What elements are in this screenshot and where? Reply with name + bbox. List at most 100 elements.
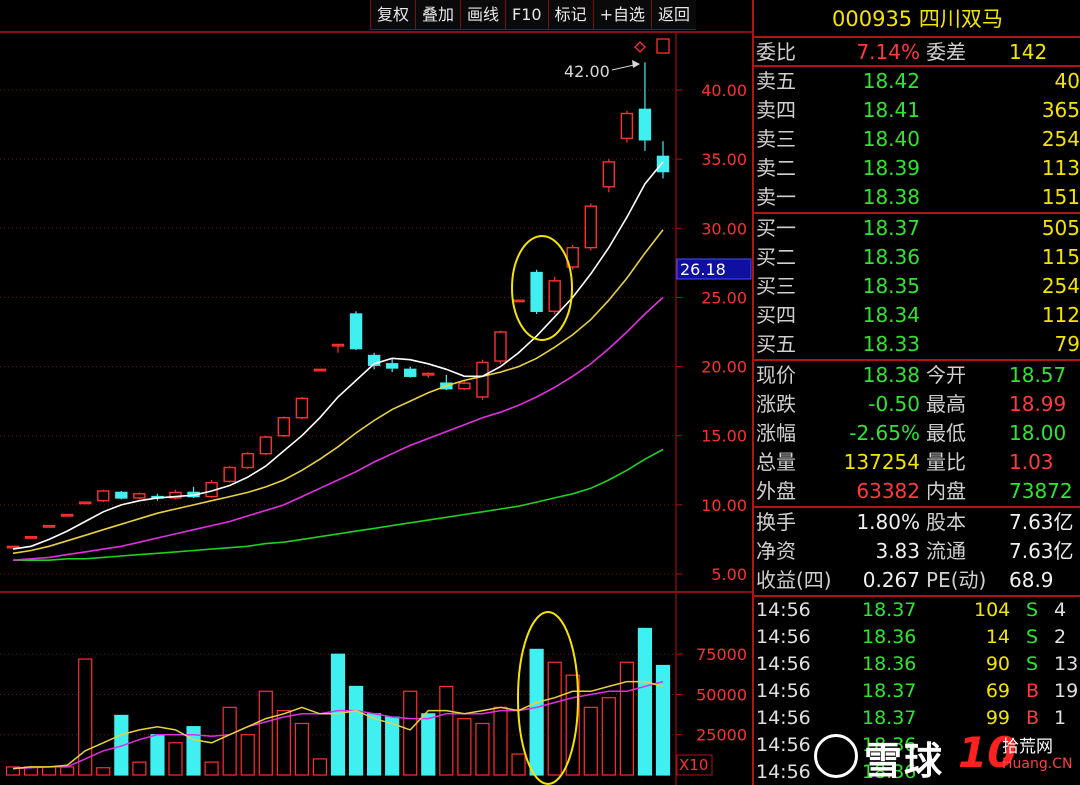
bid-label: 买一 [756, 216, 796, 240]
ask-volume: 113 [1041, 156, 1080, 180]
volume-bar [493, 706, 508, 776]
diamond-marker-icon [634, 41, 646, 53]
ask-price[interactable]: 18.40 [862, 127, 920, 151]
vol-multiplier-box [676, 754, 713, 776]
bid-label: 买三 [756, 274, 796, 298]
ask-price[interactable]: 18.42 [862, 69, 920, 93]
ma10-line [12, 229, 664, 555]
tick-time: 14:56 [756, 707, 811, 729]
bid-price[interactable]: 18.37 [862, 216, 920, 240]
stock-title: 000935 四川双马 [754, 0, 1080, 38]
watermark-text: 雪球 [864, 739, 945, 783]
bid-label: 买五 [756, 332, 796, 356]
max-price-arrow-head [632, 60, 640, 68]
overlay-button[interactable]: 叠加 [415, 0, 461, 30]
stat-row: 现价 18.38 今开 18.57 [754, 361, 1080, 390]
ask-price[interactable]: 18.41 [862, 98, 920, 122]
volume-bar [258, 690, 273, 776]
add-watchlist-button[interactable]: +自选 [592, 0, 652, 30]
stat-label: 涨幅 [756, 421, 796, 445]
stat-row: 涨幅 -2.65% 最低 18.00 [754, 419, 1080, 448]
candle-body [42, 524, 56, 528]
candle-body [548, 280, 561, 312]
watermark-domain: Huang.CN [1002, 756, 1073, 772]
ask-row: 卖三 18.40 254 [754, 125, 1080, 154]
bid-row: 买二 18.36 115 [754, 243, 1080, 272]
candle-body [638, 108, 652, 141]
weicha-value: 142 [1009, 40, 1048, 64]
vol-tick-label: 50000 [696, 685, 747, 704]
volume-bar [439, 685, 454, 776]
tick-side: B [1026, 680, 1040, 702]
volume-bar [240, 734, 255, 776]
volume-bar [96, 767, 111, 776]
bid-price[interactable]: 18.36 [862, 245, 920, 269]
y-tick-label: 35.00 [701, 150, 747, 169]
y-tick-label: 30.00 [701, 219, 747, 238]
chart-area[interactable]: 40.00 35.00 30.00 25.00 20.00 15.00 10.00 5.00 2… [0, 0, 752, 785]
volume-bar [601, 697, 616, 776]
stat-row: 净资 3.83 流通 7.63亿 [754, 537, 1080, 566]
ask-label: 卖五 [756, 69, 796, 93]
stats-block-2: 换手 1.80% 股本 7.63亿 净资 3.83 流通 7.63亿 收益(四) 0… [754, 508, 1080, 597]
stat-value: 3.83 [875, 539, 920, 563]
ask-price[interactable]: 18.38 [862, 185, 920, 209]
ask-price[interactable]: 18.39 [862, 156, 920, 180]
tick-price: 18.36 [862, 734, 917, 756]
stat-value: 18.00 [1009, 421, 1067, 445]
bid-label: 买二 [756, 245, 796, 269]
stat-row: 涨跌 -0.50 最高 18.99 [754, 390, 1080, 419]
candle-body [331, 343, 345, 347]
volume-bar [547, 661, 562, 776]
volume-bar [565, 674, 580, 776]
weibi-label: 委比 [756, 40, 796, 64]
candle-body [349, 313, 363, 350]
ma5-line [12, 161, 664, 550]
y-tick-label: 10.00 [701, 496, 747, 515]
candle-body [602, 161, 616, 188]
bid-price[interactable]: 18.33 [862, 332, 920, 356]
tick-row: 14:56 18.36 [754, 732, 1080, 759]
stat-label: 涨跌 [756, 392, 796, 416]
tick-list[interactable]: 14:56 18.37 104 S 4 14:56 18.36 14 S 2 14:… [754, 597, 1080, 785]
tick-volume: 14 [985, 626, 1010, 648]
stat-value: 0.267 [862, 568, 920, 592]
back-button[interactable]: 返回 [651, 0, 697, 30]
weicha-label: 委差 [926, 40, 966, 64]
volume-bar [294, 722, 309, 776]
f10-button[interactable]: F10 [505, 0, 548, 30]
vol-highlight-ellipse [517, 611, 579, 785]
ma20-line [12, 296, 664, 561]
stat-label: 现价 [756, 363, 796, 387]
tick-volume: 104 [974, 599, 1011, 621]
candle-body [404, 368, 417, 377]
stat-label: 换手 [756, 510, 796, 534]
volume-bar [637, 627, 653, 776]
stat-label: 今开 [926, 363, 966, 387]
volume-bar [367, 713, 382, 776]
vol-multiplier: X10 [679, 756, 708, 774]
ask-label: 卖一 [756, 185, 796, 209]
tick-time: 14:56 [756, 626, 811, 648]
stat-value: -2.65% [849, 421, 920, 445]
tick-count: 19 [1054, 680, 1079, 702]
weibi-value: 7.14% [856, 40, 920, 64]
mark-button[interactable]: 标记 [547, 0, 593, 30]
candle-body [385, 363, 399, 369]
stat-row: 总量 137254 量比 1.03 [754, 448, 1080, 477]
fuquan-button[interactable]: 复权 [370, 0, 416, 30]
stat-label: 外盘 [756, 479, 796, 503]
kline-chart[interactable]: 40.00 35.00 30.00 25.00 20.00 15.00 10.00 5.00 2… [0, 0, 752, 785]
tick-price: 18.36 [862, 653, 917, 675]
draw-line-button[interactable]: 画线 [460, 0, 506, 30]
bid-row: 买三 18.35 254 [754, 272, 1080, 301]
vol-tick-label: 75000 [696, 645, 747, 664]
tick-price: 18.37 [862, 707, 917, 729]
tick-count: 4 [1054, 599, 1067, 621]
candle-body [60, 513, 74, 517]
bid-label: 买四 [756, 303, 796, 327]
stat-value: 68.9 [1009, 568, 1054, 592]
bid-price[interactable]: 18.35 [862, 274, 920, 298]
volume-bar [511, 753, 526, 776]
bid-price[interactable]: 18.34 [862, 303, 920, 327]
